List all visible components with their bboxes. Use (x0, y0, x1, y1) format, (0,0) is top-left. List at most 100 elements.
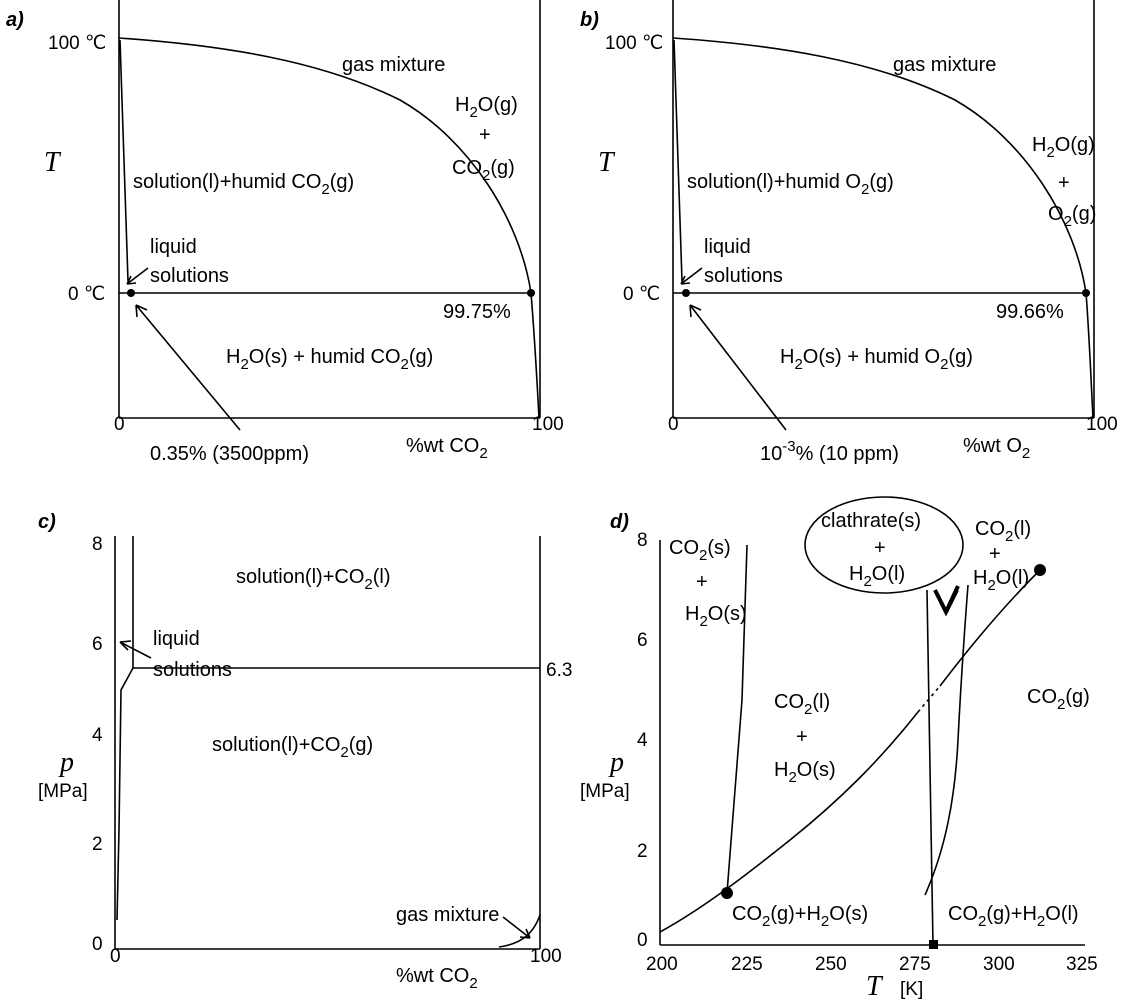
panel-d-co2l-1: CO2(l) (975, 518, 1031, 545)
panel-a-y-symbol: T (44, 147, 62, 178)
panel-b-solubility-arrow (689, 304, 787, 431)
panel-b-liquid-2: solutions (704, 265, 783, 287)
panel-a-tick-x100: 100 (532, 414, 564, 435)
panel-a-gas-plus: + (479, 124, 491, 146)
panel-c-pressure-label: 6.3 (546, 660, 572, 681)
panel-d-tick-6: 6 (637, 630, 648, 651)
panel-b-gas-point (1082, 289, 1090, 297)
panel-b-tick-x0: 0 (668, 414, 679, 435)
panel-d-ice-melt-curve (924, 584, 969, 896)
panel-a-dew-curve (118, 37, 540, 419)
panel-a-liquid-2: solutions (150, 265, 229, 287)
panel-d-y-symbol: p (608, 747, 624, 778)
panel-a-solubility-arrow (135, 304, 241, 431)
panel-d-clathrate-2: H2O(l) (849, 563, 905, 590)
panel-c-liquid-2: solutions (153, 659, 232, 681)
panel-c-liquidus-curve (116, 667, 134, 921)
panel-d-clathrate-ellipse (804, 496, 964, 594)
panel-d-tick-0: 0 (637, 930, 648, 951)
panel-a-liquid-arrow (126, 267, 149, 285)
panel-d-co2-melt-curve (726, 544, 748, 894)
panel-c: c) 8 6 4 2 0 p [MPa] 0 100 solution(l)+C… (38, 511, 572, 992)
panel-a-tick-0c: 0 ℃ (68, 284, 105, 305)
panel-a-gas-point (527, 289, 535, 297)
panel-a-liquidus-curve (119, 39, 129, 282)
panel-b-liquid-arrow (680, 267, 703, 285)
panel-b-eutectic-point (682, 289, 690, 297)
panel-b-liquidus-curve (673, 39, 683, 282)
panel-b-region-gas: gas mixture (893, 54, 996, 76)
panel-a-gas-comp-1: H2O(g) (455, 94, 518, 121)
panel-c-tick-2: 2 (92, 834, 103, 855)
panel-d-x-symbol: T (866, 971, 884, 1002)
panel-b-tick-0c: 0 ℃ (623, 284, 660, 305)
panel-d-bold-arrow-shaft (944, 585, 960, 613)
panel-d-x-unit: [K] (900, 979, 923, 1000)
panel-d-co2-triple-point (721, 887, 733, 899)
panel-b-gas-comp-1: H2O(g) (1032, 134, 1095, 161)
panel-d-bottom-2: CO2(g)+H2O(l) (948, 903, 1079, 930)
panel-a-letter: a) (6, 9, 24, 31)
panel-d-tick-250: 250 (815, 954, 847, 975)
panel-d-tick-225: 225 (731, 954, 763, 975)
panel-b-region-solution: solution(l)+humid O2(g) (687, 171, 894, 198)
panel-a-x-axis-label: %wt CO2 (406, 435, 488, 462)
panel-d-tick-300: 300 (983, 954, 1015, 975)
panel-a-region-solid: H2O(s) + humid CO2(g) (226, 346, 433, 373)
panel-d-clathrate-curve (926, 589, 934, 946)
panel-a-region-solution: solution(l)+humid CO2(g) (133, 171, 354, 198)
panel-a-liquid-1: liquid (150, 236, 197, 258)
panel-d-vapor-curve-dashed (917, 685, 941, 713)
panel-d-tick-325: 325 (1066, 954, 1098, 975)
panel-b-percent: 99.66% (996, 301, 1064, 323)
panel-b-gas-plus: + (1058, 172, 1070, 194)
panel-b-dew-curve (672, 37, 1094, 419)
panel-a: a) 100 ℃ 0 ℃ T 0 100 gas mixture H2O(g) … (6, 0, 564, 465)
panel-d-mid-plus: + (796, 726, 808, 748)
panel-d-y-unit: [MPa] (580, 781, 630, 802)
panel-a-gas-comp-2: CO2(g) (452, 157, 515, 184)
panel-d-tick-275: 275 (899, 954, 931, 975)
panel-c-tick-x0: 0 (110, 946, 121, 967)
panel-b-solubility-note: 10-3% (10 ppm) (760, 438, 899, 465)
panel-a-tick-100c: 100 ℃ (48, 33, 106, 54)
panel-b-tick-x100: 100 (1086, 414, 1118, 435)
panel-d-freezing-point (929, 940, 938, 949)
panel-d-vapor-curve-upper (939, 569, 1041, 687)
panel-c-liquid-1: liquid (153, 628, 200, 650)
panel-c-gas-curve (498, 914, 541, 948)
panel-b-x-axis-label: %wt O2 (963, 435, 1030, 462)
panel-d-co2s-1: CO2(s) (669, 537, 731, 564)
panel-c-x-axis-label: %wt CO2 (396, 965, 478, 992)
panel-c-y-unit: [MPa] (38, 781, 88, 802)
panel-c-y-symbol: p (58, 747, 74, 778)
panel-d-letter: d) (610, 511, 629, 533)
panel-d-co2s-plus: + (696, 571, 708, 593)
panel-c-liquid-arrow (119, 640, 152, 659)
panel-a-eutectic-point (127, 289, 135, 297)
panel-b-region-solid: H2O(s) + humid O2(g) (780, 346, 973, 373)
panel-d-tick-200: 200 (646, 954, 678, 975)
panel-c-tick-6: 6 (92, 634, 103, 655)
panel-d-co2s-2: H2O(s) (685, 603, 747, 630)
panel-c-gas-mixture: gas mixture (396, 904, 499, 926)
panel-c-tick-4: 4 (92, 725, 103, 746)
panel-a-solubility-note: 0.35% (3500ppm) (150, 443, 309, 465)
panel-a-percent: 99.75% (443, 301, 511, 323)
panel-d-bottom-1: CO2(g)+H2O(s) (732, 903, 868, 930)
panel-d-vapor-curve-lower (659, 711, 919, 933)
panel-b-liquid-1: liquid (704, 236, 751, 258)
panel-b: b) 100 ℃ 0 ℃ T 0 100 gas mixture H2O(g) … (580, 0, 1118, 465)
panel-d-mid-1: CO2(l) (774, 691, 830, 718)
panel-b-tick-100c: 100 ℃ (605, 33, 663, 54)
panel-d-tick-4: 4 (637, 730, 648, 751)
panel-d-co2g: CO2(g) (1027, 686, 1090, 713)
panel-d-co2l-plus: + (989, 543, 1001, 565)
panel-c-tick-0: 0 (92, 934, 103, 955)
panel-d-tick-8: 8 (637, 530, 648, 551)
panel-c-region-top: solution(l)+CO2(l) (236, 566, 391, 593)
panel-c-region-mid: solution(l)+CO2(g) (212, 734, 373, 761)
panel-d-tick-2: 2 (637, 841, 648, 862)
panel-d-clathrate-plus: + (874, 537, 886, 559)
